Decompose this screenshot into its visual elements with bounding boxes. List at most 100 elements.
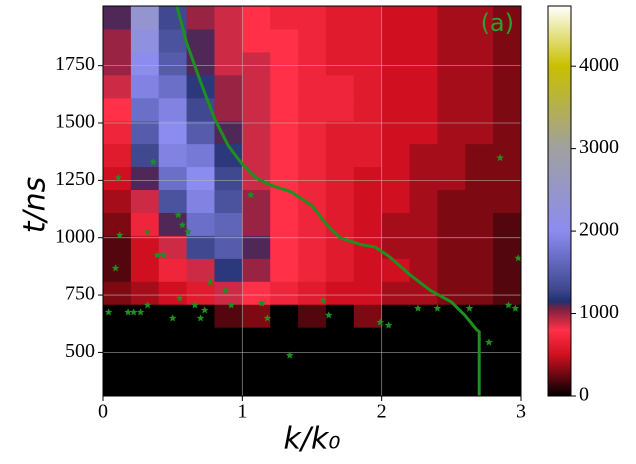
star-marker: [465, 304, 474, 312]
heatmap-cell: [409, 51, 438, 76]
heatmap-cell: [465, 166, 494, 191]
heatmap-cell: [437, 373, 466, 397]
heatmap-cell: [242, 189, 271, 213]
heatmap-cell: [130, 281, 160, 305]
star-marker: [511, 304, 520, 312]
heatmap-cell: [409, 327, 438, 351]
star-marker: [263, 314, 272, 322]
heatmap-cell: [465, 304, 494, 328]
heatmap-cell: [270, 97, 299, 122]
heatmap-cell: [186, 212, 215, 236]
colorbar-tick-label: 0: [579, 384, 589, 406]
heatmap-cell: [493, 97, 522, 122]
heatmap-cell: [214, 350, 243, 374]
heatmap-cell: [158, 373, 188, 397]
heatmap-cell: [465, 143, 494, 168]
heatmap-cell: [325, 28, 355, 53]
heatmap-cell: [381, 235, 411, 259]
heatmap-cell: [493, 212, 522, 236]
heatmap-cell: [298, 235, 327, 259]
heatmap-cell: [437, 235, 466, 259]
heatmap-cell: [186, 51, 215, 76]
heatmap-cell: [465, 120, 494, 145]
heatmap-cell: [298, 97, 327, 122]
heatmap-cell: [186, 166, 215, 191]
x-axis-label: k/k₀: [284, 422, 341, 457]
star-marker: [319, 296, 327, 304]
heatmap-cell: [158, 258, 188, 282]
heatmap-cell: [298, 327, 327, 351]
heatmap-cell: [381, 373, 411, 397]
heatmap-cell: [493, 373, 522, 397]
star-marker: [114, 173, 123, 182]
y-tick-label: 1250: [55, 168, 95, 190]
heatmap-cell: [381, 258, 411, 282]
heatmap-cell: [270, 6, 299, 30]
heatmap-cell: [298, 51, 327, 76]
heatmap-cell: [298, 281, 327, 305]
heatmap-cell: [381, 212, 411, 236]
heatmap-cell: [130, 74, 160, 99]
heatmap-cell: [493, 120, 522, 145]
heatmap-cell: [325, 373, 355, 397]
heatmap-cell: [465, 97, 494, 122]
heatmap-cell: [158, 189, 188, 213]
star-marker: [191, 301, 199, 309]
heatmap-cell: [353, 28, 383, 53]
heatmap-cell: [214, 51, 243, 76]
heatmap-cell: [381, 189, 411, 213]
heatmap-cell: [493, 6, 522, 30]
heatmap-cell: [298, 350, 327, 374]
heatmap-cell: [186, 28, 215, 53]
heatmap-cell: [409, 97, 438, 122]
heatmap-cell: [409, 235, 438, 259]
heatmap-cell: [493, 166, 522, 191]
heatmap-cell: [214, 74, 243, 99]
heatmap-cell: [325, 74, 355, 99]
star-marker: [196, 314, 205, 322]
heatmap-cell: [103, 350, 132, 374]
heatmap-cell: [130, 6, 160, 30]
star-marker: [124, 308, 132, 316]
heatmap-cell: [103, 373, 132, 397]
heatmap-cell: [270, 258, 299, 282]
heatmap-cell: [158, 97, 188, 122]
heatmap-cell: [437, 212, 466, 236]
heatmap-cell: [381, 28, 411, 53]
heatmap-cell: [353, 120, 383, 145]
heatmap-cell: [353, 304, 383, 328]
y-axis-label: t/ns: [18, 177, 53, 234]
heatmap-cell: [158, 350, 188, 374]
heatmap-cell: [270, 28, 299, 53]
star-marker: [115, 231, 124, 239]
heatmap-cell: [381, 120, 411, 145]
heatmap-cell: [465, 212, 494, 236]
heatmap-cell: [381, 97, 411, 122]
heatmap-cell: [409, 74, 438, 99]
heatmap-cell: [493, 235, 522, 259]
heatmap-cell: [158, 212, 188, 236]
annotation: (a): [481, 9, 514, 37]
star-marker: [384, 321, 393, 329]
heatmap-cell: [325, 120, 355, 145]
star-marker: [496, 153, 504, 162]
heatmap-cell: [270, 51, 299, 76]
x-tick-label: 0: [98, 401, 108, 423]
heatmap-cell: [325, 304, 355, 328]
heatmap-cell: [437, 6, 466, 30]
heatmap-cell: [242, 51, 271, 76]
heatmap-cell: [325, 350, 355, 374]
heatmap-cell: [465, 51, 494, 76]
heatmap-cell: [298, 6, 327, 30]
heatmap-cell: [409, 212, 438, 236]
heatmap-cell: [298, 189, 327, 213]
heatmap-cell: [353, 6, 383, 30]
heatmap-cell: [493, 51, 522, 76]
heatmap-cell: [381, 327, 411, 351]
colorbar-tick-label: 3000: [579, 136, 619, 158]
heatmap-cell: [242, 120, 271, 145]
heatmap-cell: [409, 281, 438, 305]
heatmap-cell: [242, 235, 271, 259]
star-marker: [104, 308, 113, 316]
heatmap-cell: [130, 166, 160, 191]
